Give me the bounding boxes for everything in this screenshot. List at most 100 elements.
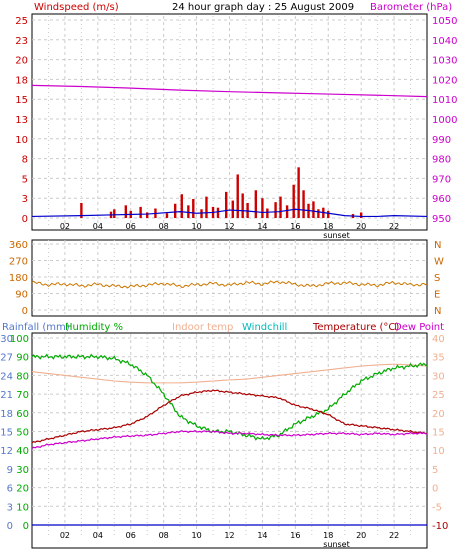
humidity-tick-label: 20	[16, 484, 29, 495]
windspeed-bar	[187, 205, 190, 218]
temp-x-tick-label: 14	[257, 531, 267, 540]
windspeed-bar	[266, 208, 269, 218]
wind-x-tick-label: 18	[323, 222, 333, 231]
temperature-tick-label: 5	[432, 465, 438, 476]
windspeed-axis-title: Windspeed (m/s)	[34, 2, 119, 13]
windspeed-bar	[279, 196, 282, 218]
wind-x-tick-label: 12	[224, 222, 234, 231]
windspeed-tick-label: 3	[22, 194, 28, 205]
windspeed-bar	[173, 203, 177, 218]
windspeed-bar	[261, 198, 264, 218]
barometer-line	[31, 84, 428, 98]
windspeed-bar	[359, 212, 363, 218]
temperature-tick-label: 30	[432, 371, 445, 382]
temp-x-tick-label: 06	[126, 531, 136, 540]
compass-label: N	[434, 240, 441, 251]
sunset-label: sunset	[323, 231, 350, 240]
windspeed-bar	[231, 200, 234, 218]
temperature-tick-label: 20	[432, 409, 445, 420]
wind-direction-line	[31, 280, 428, 289]
humidity-tick-label: 90	[16, 353, 29, 364]
temperature-tick-label: 40	[432, 334, 445, 345]
windspeed-tick-label: 10	[15, 135, 28, 146]
temp-x-tick-label: 04	[93, 531, 103, 540]
windspeed-bar	[200, 209, 203, 218]
temp-panel-frame	[31, 332, 428, 549]
wind-x-tick-label: 04	[93, 222, 103, 231]
wind-x-tick-label: 22	[389, 222, 399, 231]
temp-x-tick-label: 16	[290, 531, 300, 540]
humidity-tick-label: 30	[16, 465, 29, 476]
dewpoint-legend: Dew Point	[394, 322, 444, 333]
barometer-tick-label: 980	[432, 155, 451, 166]
windspeed-tick-label: 8	[22, 155, 28, 166]
wind-average-line	[31, 208, 428, 218]
temperature-tick-label: 35	[432, 353, 445, 364]
humidity-tick-label: 10	[16, 502, 29, 513]
windspeed-bar	[312, 201, 315, 218]
barometer-axis-title: Barometer (hPa)	[370, 2, 452, 13]
temperature-line	[31, 389, 428, 444]
temp-x-tick-label: 20	[356, 531, 366, 540]
humidity-tick-label: 50	[16, 428, 29, 439]
windspeed-bar	[297, 167, 300, 218]
barometer-tick-label: 1000	[432, 115, 457, 126]
direction-tick-label: 0	[22, 306, 28, 317]
windspeed-bar	[165, 213, 169, 218]
direction-tick-label: 270	[9, 257, 28, 268]
temperature-tick-label: 15	[432, 428, 445, 439]
barometer-tick-label: 990	[432, 135, 451, 146]
windspeed-tick-label: 5	[22, 174, 28, 185]
temperature-legend: Temperature (°C)	[312, 322, 399, 333]
humidity-line	[31, 353, 428, 441]
temp-x-tick-label: 08	[159, 531, 169, 540]
windspeed-bar	[285, 205, 289, 218]
windspeed-bar	[302, 190, 305, 218]
windspeed-bar	[146, 212, 149, 218]
wind-x-tick-label: 08	[159, 222, 169, 231]
barometer-tick-label: 970	[432, 174, 451, 185]
windspeed-tick-label: 0	[22, 214, 28, 225]
windspeed-tick-label: 25	[15, 16, 28, 27]
windspeed-bar	[139, 206, 142, 218]
rainfall-tick-label: 12	[0, 446, 13, 457]
barometer-tick-label: 1020	[432, 75, 457, 86]
barometer-tick-label: 1050	[432, 16, 457, 27]
grid-layer	[32, 16, 427, 535]
windspeed-tick-label: 13	[15, 115, 28, 126]
windspeed-bar	[113, 209, 116, 218]
wind-panel-frame	[31, 13, 428, 231]
mark-layer	[31, 84, 428, 526]
wind-x-tick-label: 14	[257, 222, 267, 231]
temperature-tick-label: 10	[432, 446, 445, 457]
windspeed-bar	[124, 205, 128, 218]
windchill-legend: Windchill	[242, 322, 287, 333]
barometer-tick-label: 960	[432, 194, 451, 205]
windspeed-bar	[205, 196, 208, 218]
axis-layer: 0358101315182023259509609709809901000101…	[0, 16, 457, 549]
humidity-tick-label: 80	[16, 371, 29, 382]
rainfall-tick-label: 0	[7, 521, 13, 532]
windspeed-bar	[274, 202, 277, 218]
wind-x-tick-label: 10	[191, 222, 201, 231]
rainfall-tick-label: 3	[7, 502, 13, 513]
windspeed-bar	[80, 202, 83, 218]
windspeed-bar	[327, 210, 330, 218]
humidity-tick-label: 0	[23, 521, 29, 532]
compass-label: S	[434, 273, 440, 284]
direction-tick-label: 360	[9, 240, 28, 251]
compass-label: N	[434, 306, 441, 317]
wind-x-tick-label: 20	[356, 222, 366, 231]
indoor-temp-legend: Indoor temp	[172, 322, 233, 333]
windspeed-bar	[216, 207, 220, 218]
rainfall-tick-label: 21	[0, 390, 13, 401]
temperature-tick-label: 25	[432, 390, 445, 401]
humidity-tick-label: 100	[10, 334, 29, 345]
windspeed-bar	[192, 198, 195, 218]
humidity-legend: Humidity %	[65, 322, 123, 333]
barometer-tick-label: 1030	[432, 56, 457, 67]
windspeed-bar	[241, 193, 244, 218]
compass-label: E	[434, 290, 440, 301]
direction-tick-label: 180	[9, 273, 28, 284]
